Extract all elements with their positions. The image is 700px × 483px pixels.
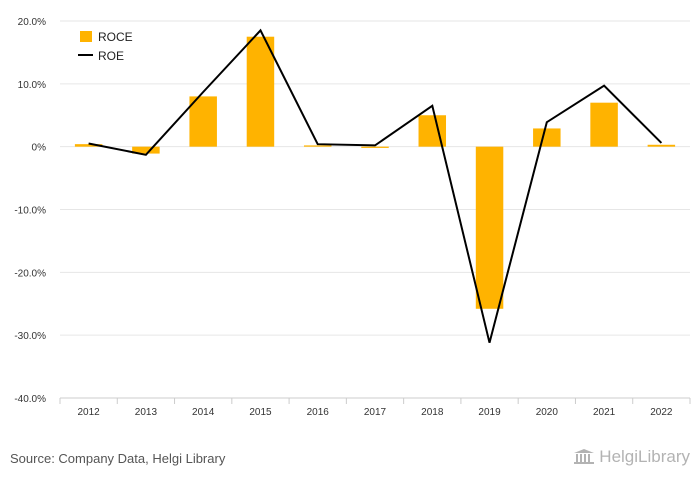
legend-swatch-roce — [80, 31, 92, 42]
legend-label-roe[interactable]: ROE — [98, 49, 124, 63]
x-axis: 2012 2013 2014 2015 2016 2017 2018 2019 2020 2021… — [59, 398, 691, 418]
x-tick-label: 2022 — [650, 407, 673, 418]
roce-bar — [246, 36, 275, 147]
roe-line-group — [88, 28, 663, 343]
legend[interactable]: ROCE ROE — [78, 30, 133, 63]
roce-bar — [189, 96, 217, 147]
roce-bar — [590, 102, 618, 147]
y-axis: 20.0% 10.0% 0% -10.0% -20.0% -30.0% -40.0% — [14, 17, 46, 405]
y-tick-label: -30.0% — [14, 331, 46, 342]
roce-bar — [361, 146, 389, 148]
helgi-library-logo: HelgiLibrary — [573, 447, 690, 467]
gridlines — [60, 20, 690, 399]
y-tick-label: 20.0% — [18, 17, 46, 28]
logo-text: HelgiLibrary — [599, 447, 690, 466]
roe-line — [88, 28, 663, 343]
roce-bar — [303, 145, 332, 147]
roce-bar — [647, 144, 676, 147]
x-tick-label: 2016 — [307, 407, 330, 418]
roce-bar — [533, 128, 561, 147]
roce-bar — [475, 146, 504, 309]
x-tick-label: 2018 — [421, 407, 444, 418]
x-tick-label: 2015 — [249, 407, 272, 418]
library-building-icon — [574, 449, 595, 464]
x-tick-label: 2019 — [478, 407, 501, 418]
roce-bars — [74, 36, 676, 309]
x-tick-label: 2020 — [536, 407, 559, 418]
x-tick-label: 2017 — [364, 407, 387, 418]
y-tick-label: -40.0% — [14, 394, 46, 405]
roce-bar — [74, 144, 103, 147]
y-tick-label: 0% — [32, 143, 47, 154]
y-tick-label: -10.0% — [14, 206, 46, 217]
x-tick-label: 2012 — [78, 407, 101, 418]
source-note: Source: Company Data, Helgi Library — [10, 451, 226, 466]
x-tick-label: 2014 — [192, 407, 215, 418]
legend-label-roce[interactable]: ROCE — [98, 30, 133, 44]
y-tick-label: 10.0% — [18, 80, 46, 91]
y-tick-label: -20.0% — [14, 268, 46, 279]
chart: 20.0% 10.0% 0% -10.0% -20.0% -30.0% -40.0% 201… — [14, 17, 691, 418]
x-tick-label: 2021 — [593, 407, 616, 418]
roce-bar — [132, 146, 160, 154]
x-tick-label: 2013 — [135, 407, 158, 418]
